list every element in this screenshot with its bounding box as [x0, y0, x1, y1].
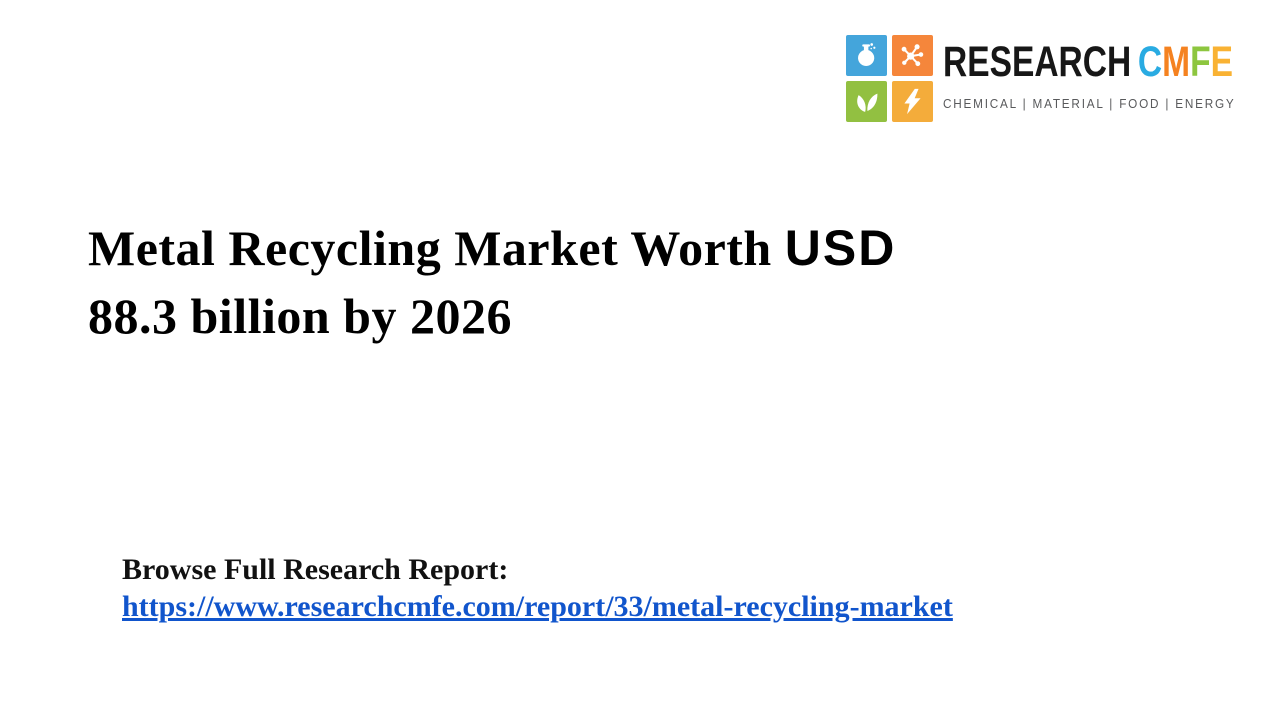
page-title: Metal Recycling Market Worth USD 88.3 bil…	[88, 214, 896, 350]
brand-logo: RESEARCH CMFE CHEMICAL | MATERIAL | FOOD …	[846, 35, 1280, 122]
title-text-usd: USD	[784, 220, 897, 276]
brand-letter-m: M	[1162, 38, 1191, 86]
title-text-line2: 88.3 billion by 2026	[88, 288, 512, 344]
report-block: Browse Full Research Report: https://www…	[122, 551, 953, 625]
brand-letter-f: F	[1190, 38, 1211, 86]
flask-icon	[858, 43, 876, 67]
leaves-icon	[857, 93, 878, 112]
logo-tile-grid	[846, 35, 933, 122]
lightning-icon	[904, 88, 921, 115]
brand-letter-e: E	[1210, 38, 1233, 86]
title-text-serif: Metal Recycling Market Worth	[88, 220, 785, 276]
brand-letter-c: C	[1137, 38, 1163, 86]
report-link[interactable]: https://www.researchcmfe.com/report/33/m…	[122, 590, 953, 623]
logo-tile-food	[846, 81, 887, 122]
logo-tile-material	[892, 35, 933, 76]
brand-tagline: CHEMICAL | MATERIAL | FOOD | ENERGY	[943, 97, 1236, 111]
brand-colored-letters: CMFE	[1138, 38, 1233, 86]
brand-name: RESEARCH CMFE	[943, 41, 1233, 84]
report-label: Browse Full Research Report:	[122, 553, 509, 586]
molecule-icon	[901, 44, 924, 67]
logo-text-block: RESEARCH CMFE CHEMICAL | MATERIAL | FOOD …	[943, 35, 1280, 112]
brand-prefix: RESEARCH	[943, 38, 1132, 86]
logo-tile-chemical	[846, 35, 887, 76]
logo-tile-energy	[892, 81, 933, 122]
